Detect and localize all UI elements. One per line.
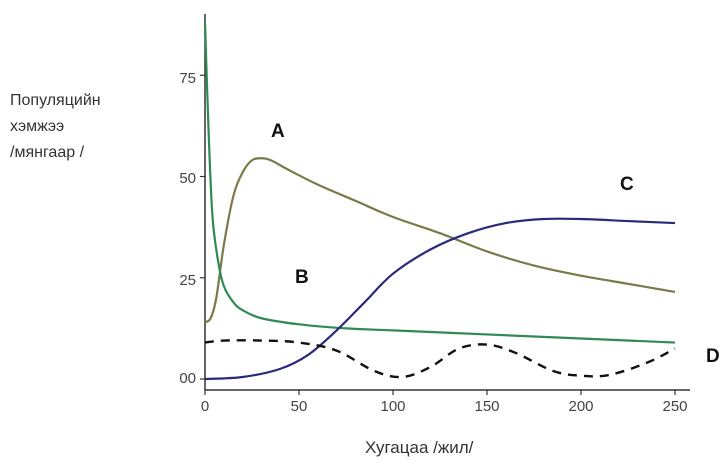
curve-label-d: D	[706, 346, 720, 367]
x-tick-label-250: 250	[662, 398, 688, 415]
series-line-c	[204, 217, 676, 381]
x-tick-label-150: 150	[474, 398, 500, 415]
series-line-b	[203, 22, 676, 344]
y-tick-label-25: 25	[179, 272, 196, 289]
series-line-d	[204, 339, 676, 379]
y-tick-label-0: 00	[179, 370, 196, 387]
x-tick-label-100: 100	[380, 398, 406, 415]
x-tick-label-0: 0	[200, 398, 210, 415]
x-axis-label: Хугацаа /жил/	[365, 438, 474, 457]
y-axis-label-line-1: Популяцийн	[10, 92, 101, 109]
x-tick-label-50: 50	[290, 398, 308, 415]
x-tick-label-200: 200	[568, 398, 594, 415]
curve-label-b: B	[295, 267, 309, 288]
y-tick-label-50: 50	[179, 170, 196, 187]
x-tick-marks	[204, 390, 676, 395]
y-axis-label-line-2: хэмжээ	[10, 118, 65, 135]
curve-label-c: C	[620, 174, 634, 195]
y-axis-label-line-3: /мянгаар /	[10, 144, 85, 161]
series-line-a	[204, 157, 676, 324]
y-tick-label-75: 75	[179, 70, 196, 87]
y-tick-marks	[200, 74, 205, 380]
series-layer	[203, 22, 676, 381]
curve-label-a: A	[271, 121, 285, 142]
